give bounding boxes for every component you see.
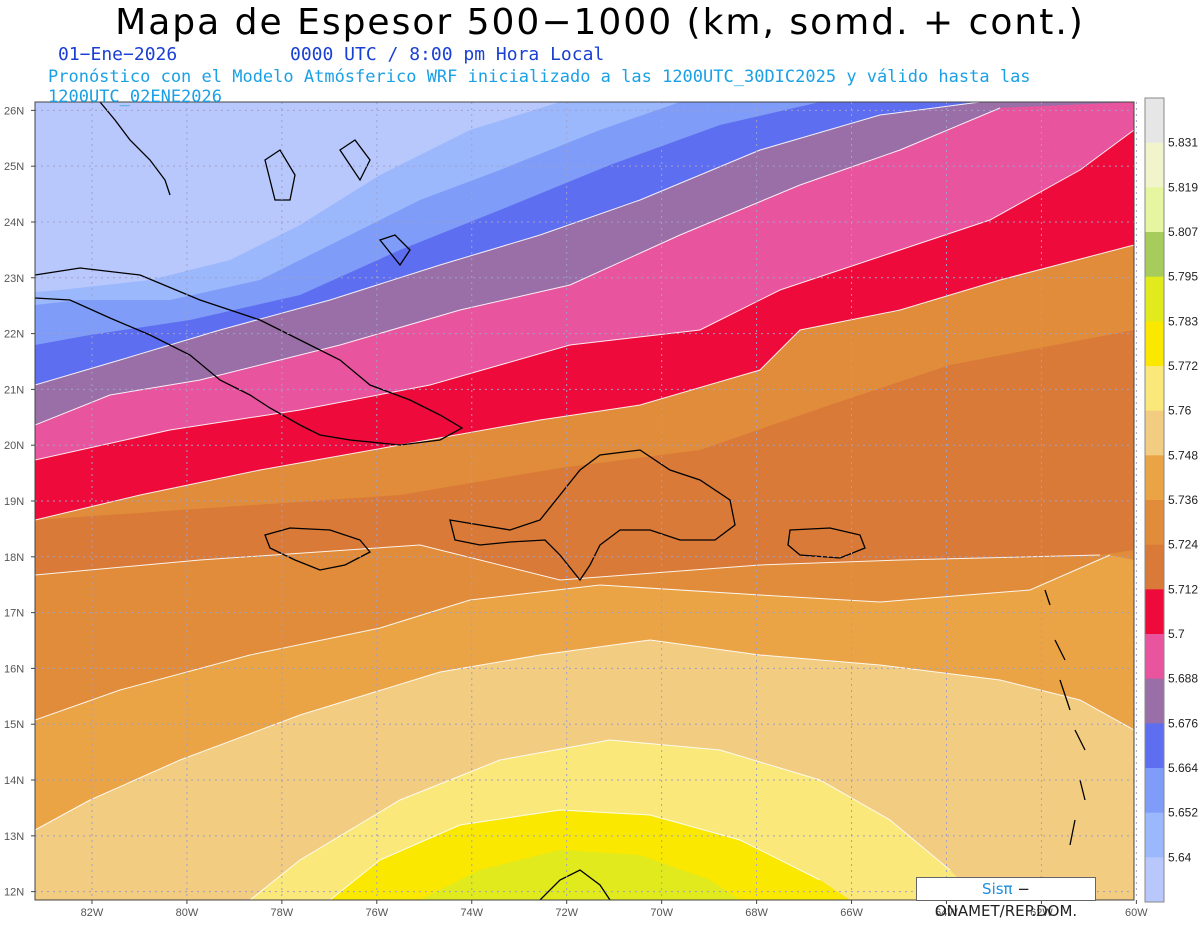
colorbar-swatch	[1145, 500, 1164, 546]
colorbar-label: 5.819	[1168, 180, 1198, 194]
colorbar-label: 5.831	[1168, 136, 1198, 150]
hispaniola-coast	[449, 449, 736, 582]
colorbar-label: 5.76	[1168, 404, 1192, 418]
colorbar-swatch	[1145, 410, 1164, 456]
colorbar-label: 5.724	[1168, 538, 1198, 552]
lat-tick-label: 13N	[4, 831, 24, 843]
colorbar-swatch	[1145, 321, 1164, 367]
sis-logo: Sisπ	[982, 880, 1013, 898]
shaded-field	[35, 102, 1134, 900]
credit-box: Sisπ − ONAMET/REP.DOM.	[916, 877, 1096, 920]
lat-tick-label: 23N	[4, 273, 24, 285]
lat-tick-label: 15N	[4, 719, 24, 731]
colorbar-label: 5.772	[1168, 359, 1198, 373]
colorbar-swatch	[1145, 544, 1164, 590]
lon-tick-label: 64W	[935, 907, 958, 919]
colorbar-swatch	[1145, 98, 1164, 144]
bahamas	[264, 139, 411, 267]
lat-tick-label: 22N	[4, 329, 24, 341]
colorbar-swatch	[1145, 142, 1164, 188]
lon-tick-label: 74W	[460, 907, 483, 919]
colorbar-label: 5.688	[1168, 672, 1198, 686]
graticule	[35, 102, 1137, 900]
map-title: Mapa de Espesor 500−1000 (km, somd. + co…	[115, 2, 1085, 43]
colorbar-swatch	[1145, 455, 1164, 501]
colorbar-swatch	[1145, 187, 1164, 233]
lon-tick-label: 72W	[555, 907, 578, 919]
lon-tick-label: 62W	[1030, 907, 1053, 919]
jamaica-coast	[264, 527, 372, 571]
colorbar-swatch	[1145, 768, 1164, 814]
lon-tick-label: 76W	[365, 907, 388, 919]
lat-tick-label: 19N	[4, 496, 24, 508]
coastlines	[35, 102, 1086, 900]
colorbar-swatch	[1145, 366, 1164, 412]
lat-tick-label: 14N	[4, 775, 24, 787]
lon-tick-label: 60W	[1125, 907, 1148, 919]
colorbar-label: 5.64	[1168, 850, 1192, 864]
south-america-coast	[539, 869, 611, 900]
colorbar-swatch	[1145, 634, 1164, 680]
colorbar-label: 5.807	[1168, 225, 1198, 239]
colorbar-swatch	[1145, 678, 1164, 724]
lat-tick-label: 12N	[4, 887, 24, 899]
colorbar-label: 5.783	[1168, 314, 1198, 328]
lat-tick-label: 26N	[4, 105, 24, 117]
forecast-label: Pronóstico con el Modelo Atmósferico WRF…	[48, 67, 1031, 107]
colorbar-label: 5.712	[1168, 582, 1198, 596]
contour-lines	[35, 102, 1134, 900]
credit-text: − ONAMET/REP.DOM.	[934, 880, 1078, 920]
band-5783	[420, 850, 740, 900]
lat-tick-label: 18N	[4, 552, 24, 564]
colorbar-label: 5.664	[1168, 761, 1198, 775]
colorbar-label: 5.652	[1168, 806, 1198, 820]
puerto-rico-coast	[787, 527, 866, 559]
colorbar-frame	[1144, 97, 1165, 903]
lat-tick-label: 16N	[4, 663, 24, 675]
colorbar-swatch	[1145, 276, 1164, 322]
lon-tick-label: 68W	[745, 907, 768, 919]
longitude-axis: 82W 80W 78W 76W 74W 72W 70W 68W 66W 64W 62W 60W	[81, 900, 1148, 919]
colorbar-label: 5.7	[1168, 627, 1185, 641]
band-5628	[35, 102, 560, 292]
lat-tick-label: 25N	[4, 161, 24, 173]
lon-tick-label: 78W	[271, 907, 294, 919]
latitude-axis: 26N 25N 24N 23N 22N 21N 20N 19N 18N 17N 16N 15N 14N 1…	[4, 105, 35, 899]
colorbar-swatch	[1145, 232, 1164, 278]
lon-tick-label: 80W	[176, 907, 199, 919]
lesser-antilles	[1044, 589, 1086, 846]
lat-tick-label: 21N	[4, 384, 24, 396]
lat-tick-label: 17N	[4, 608, 24, 620]
time-label: 0000 UTC / 8:00 pm Hora Local	[290, 44, 605, 65]
date-label: 01−Ene−2026	[58, 44, 178, 65]
lat-tick-label: 24N	[4, 217, 24, 229]
colorbar-swatch	[1145, 723, 1164, 769]
colorbar-label: 5.795	[1168, 270, 1198, 284]
colorbar-label: 5.676	[1168, 716, 1198, 730]
lon-tick-label: 82W	[81, 907, 104, 919]
colorbar-label: 5.748	[1168, 448, 1198, 462]
colorbar-label: 5.736	[1168, 493, 1198, 507]
colorbar-swatch	[1145, 589, 1164, 635]
colorbar-swatch	[1145, 812, 1164, 858]
lon-tick-label: 66W	[840, 907, 863, 919]
cuba-coast	[35, 267, 464, 446]
colorbar-legend: 5.831 5.819 5.807 5.795 5.783 5.772 5.76 5.748 5…	[1144, 97, 1198, 903]
lat-tick-label: 20N	[4, 440, 24, 452]
lon-tick-label: 70W	[650, 907, 673, 919]
colorbar-swatch	[1145, 857, 1164, 903]
florida-coast	[99, 102, 171, 196]
